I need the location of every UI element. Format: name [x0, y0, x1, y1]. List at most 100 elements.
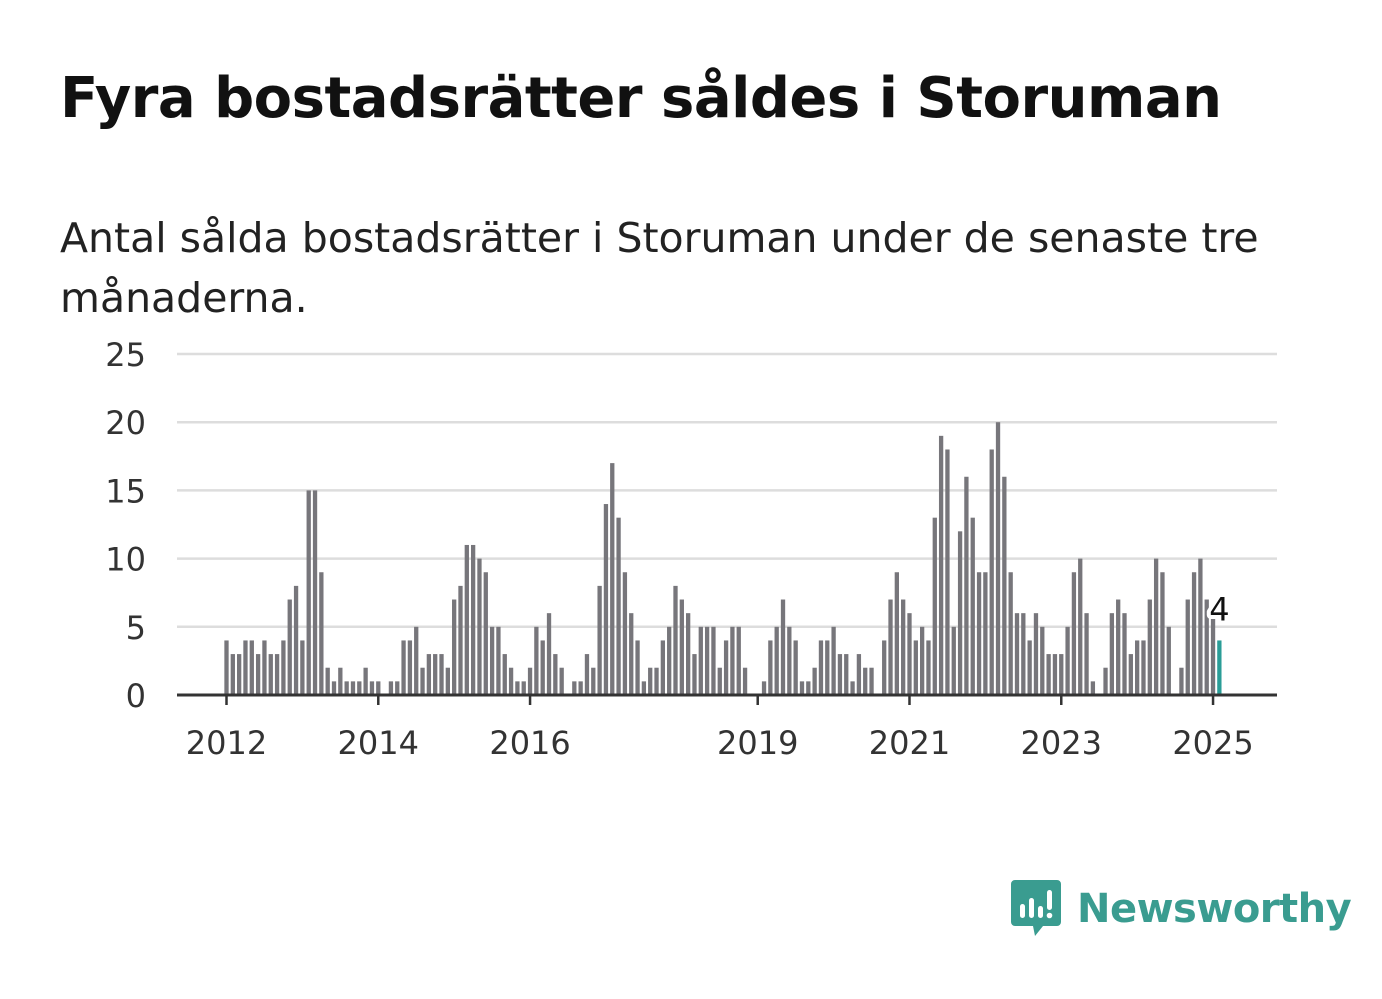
bar — [1147, 599, 1152, 695]
bar — [913, 640, 918, 695]
bar — [856, 654, 862, 695]
newsworthy-logo-icon — [1011, 880, 1061, 936]
bar — [698, 626, 703, 695]
bar — [445, 667, 450, 695]
bar — [363, 667, 368, 695]
y-tick-label: 10 — [105, 541, 146, 579]
bar — [983, 572, 988, 695]
bar — [723, 640, 729, 695]
bar — [477, 558, 482, 695]
bar — [1141, 640, 1146, 695]
bar — [357, 681, 362, 695]
bar — [1046, 654, 1051, 695]
bar — [951, 626, 956, 695]
bar — [1109, 613, 1115, 695]
bar — [312, 490, 318, 695]
bar — [1191, 572, 1197, 695]
bar — [1052, 654, 1058, 695]
bar — [938, 435, 944, 695]
bar — [641, 681, 647, 695]
bar — [584, 654, 590, 695]
bar — [255, 654, 261, 695]
bar — [793, 640, 798, 695]
bar — [546, 613, 552, 695]
bar — [420, 667, 425, 695]
bar — [559, 667, 564, 695]
bar — [249, 640, 254, 695]
x-tick-label: 2023 — [1021, 724, 1102, 762]
bar — [629, 613, 634, 695]
bar — [818, 640, 824, 695]
bar — [483, 572, 488, 695]
bar — [932, 517, 937, 695]
bar — [369, 681, 375, 695]
bar — [439, 654, 444, 695]
bar — [401, 640, 406, 695]
bar — [1021, 613, 1026, 695]
bar — [344, 681, 349, 695]
bar — [736, 626, 741, 695]
bar — [489, 626, 495, 695]
bar — [901, 599, 906, 695]
bar — [673, 585, 678, 695]
bar — [692, 654, 697, 695]
bar — [622, 572, 628, 695]
bar — [667, 626, 672, 695]
y-tick-label: 0 — [126, 677, 146, 715]
bar — [1210, 613, 1216, 695]
bar — [540, 640, 545, 695]
y-tick-label: 20 — [105, 404, 146, 442]
newsworthy-logo: Newsworthy — [1011, 880, 1352, 938]
bar — [293, 585, 299, 695]
bar — [919, 626, 925, 695]
gridlines — [177, 352, 1277, 629]
bar — [787, 626, 792, 695]
bar — [597, 585, 602, 695]
bar — [812, 667, 817, 695]
bar — [1185, 599, 1190, 695]
bar — [458, 585, 463, 695]
bar — [1084, 613, 1089, 695]
bar — [869, 667, 874, 695]
bar — [1122, 613, 1127, 695]
bar — [508, 667, 514, 695]
bar — [926, 640, 931, 695]
y-tick-label: 25 — [105, 336, 146, 374]
bar — [989, 449, 994, 695]
bar — [844, 654, 849, 695]
chart-title: Fyra bostadsrätter såldes i Storuman — [60, 66, 1222, 131]
bar — [319, 572, 324, 695]
bar — [1204, 599, 1209, 695]
bar — [395, 681, 400, 695]
bar — [1153, 558, 1159, 695]
bar — [1065, 626, 1070, 695]
bar — [1071, 572, 1077, 695]
bar — [761, 681, 767, 695]
bar — [768, 640, 773, 695]
bar — [274, 654, 280, 695]
bar — [287, 599, 292, 695]
bar — [730, 626, 735, 695]
x-tick-label: 2025 — [1172, 724, 1253, 762]
bar — [1090, 681, 1096, 695]
bar — [325, 667, 330, 695]
x-tick-label: 2019 — [717, 724, 798, 762]
bar — [376, 681, 381, 695]
bar — [711, 626, 716, 695]
bar — [268, 654, 273, 695]
bar — [578, 681, 583, 695]
y-tick-label: 15 — [105, 472, 146, 510]
bar — [882, 640, 887, 695]
bar — [1027, 640, 1032, 695]
bar — [1040, 626, 1045, 695]
bars — [224, 422, 1222, 695]
bar — [635, 640, 640, 695]
bar — [686, 613, 691, 695]
bar — [426, 654, 432, 695]
bar — [1078, 558, 1083, 695]
bar — [907, 613, 912, 695]
bar — [799, 681, 805, 695]
bar — [970, 517, 975, 695]
bar — [1116, 599, 1121, 695]
